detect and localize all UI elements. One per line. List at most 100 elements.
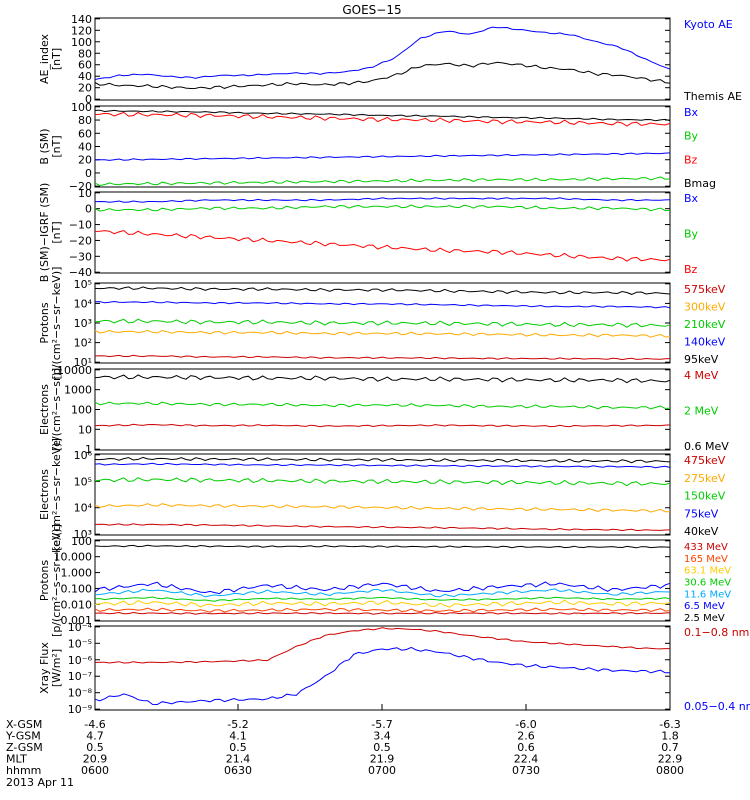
- legend-label: 0.05−0.4 nm: [684, 700, 750, 713]
- y-axis-label: [nT]: [50, 48, 63, 70]
- y-tick-label: 10⁻⁵: [68, 637, 92, 650]
- panel-5: 10000 1000 100 10 1 Electrons [e/(cm²−s−sr)] 4 …: [38, 364, 729, 456]
- y-tick-label: 10¹: [74, 356, 92, 369]
- series-line: [94, 581, 671, 595]
- series-line: [94, 423, 671, 428]
- y-tick-label: −20: [69, 234, 92, 247]
- series-line: [94, 329, 671, 338]
- plot-date: 2013 Apr 11: [6, 776, 74, 789]
- series-line: [94, 627, 670, 664]
- y-tick-label: 10²: [74, 337, 92, 350]
- y-axis-label: Electrons: [38, 384, 51, 435]
- y-tick-label: 140: [71, 13, 92, 26]
- x-row-label: X-GSM: [6, 718, 42, 731]
- series-line: [94, 596, 671, 602]
- x-row-value: 0700: [368, 764, 396, 777]
- legend-label: 210keV: [684, 318, 726, 331]
- y-tick-label: 60: [78, 59, 92, 72]
- panel-frame: [94, 105, 671, 188]
- y-tick-label: 10: [78, 187, 92, 200]
- legend-label: 165 MeV: [684, 554, 728, 565]
- y-tick-label: 0: [85, 167, 92, 180]
- y-tick-label: −20: [69, 180, 92, 193]
- legend-label: Bmag: [684, 177, 716, 190]
- y-tick-label: 10⁶: [74, 449, 93, 462]
- legend-label: Bx: [684, 192, 699, 205]
- legend-label: By: [684, 228, 699, 241]
- y-tick-label: 10⁻⁷: [68, 670, 92, 683]
- legend-label: Bz: [684, 263, 698, 276]
- series-line: [94, 646, 671, 706]
- legend-label: 75keV: [684, 507, 719, 520]
- panel-frame: [94, 191, 671, 274]
- x-row-label: MLT: [6, 753, 27, 766]
- x-row-value: 0.5: [86, 741, 104, 754]
- series-line: [94, 401, 671, 410]
- y-axis-label: [nT]: [50, 221, 63, 243]
- x-row-label: Z-GSM: [6, 741, 43, 754]
- legend-label: 4 MeV: [684, 369, 719, 382]
- legend-label: 140keV: [684, 336, 726, 349]
- panel-frame: [94, 17, 671, 101]
- x-row-value: -5.2: [227, 718, 248, 731]
- y-tick-label: 0.100: [61, 582, 93, 595]
- legend-label: 95keV: [684, 353, 719, 366]
- x-row-value: 0630: [224, 764, 252, 777]
- y-tick-label: 100: [71, 404, 92, 417]
- y-tick-label: −30: [69, 250, 92, 263]
- series-line: [94, 176, 671, 187]
- y-tick-label: 60: [78, 127, 92, 140]
- y-tick-label: 10⁴: [74, 297, 93, 310]
- x-row-label: hhmm: [6, 764, 41, 777]
- y-tick-label: −40: [69, 266, 92, 279]
- series-line: [94, 152, 671, 161]
- legend-label: 300keV: [684, 301, 726, 314]
- y-tick-label: 10³: [74, 317, 92, 330]
- y-tick-label: 0: [85, 93, 92, 106]
- legend-label: 40keV: [684, 525, 719, 538]
- series-line: [94, 374, 671, 384]
- y-tick-label: 0.010: [61, 598, 93, 611]
- x-row-value: 0600: [81, 764, 109, 777]
- legend-label: 6.5 MeV: [684, 601, 725, 612]
- x-row-value: 0800: [656, 764, 684, 777]
- legend-label: 0.6 MeV: [684, 440, 729, 453]
- series-line: [94, 354, 671, 361]
- series-line: [94, 588, 671, 598]
- series-line: [94, 477, 671, 487]
- series-line: [94, 229, 671, 262]
- series-line: [94, 503, 671, 513]
- y-tick-label: 20: [78, 154, 92, 167]
- x-row-value: 0730: [512, 764, 540, 777]
- x-row-value: 21.4: [226, 753, 251, 766]
- y-tick-label: 10⁻⁹: [68, 703, 92, 716]
- x-row-value: 1.8: [661, 730, 679, 743]
- y-tick-label: 1: [85, 443, 92, 456]
- y-axis-label: Xray Flux: [38, 642, 51, 694]
- y-axis-label: [nT]: [50, 135, 63, 157]
- series-line: [94, 109, 671, 122]
- legend-label: 2 MeV: [684, 405, 719, 418]
- y-axis-label: [p/(cm²−s−sr−keV)]: [50, 267, 63, 380]
- x-row-value: 4.1: [229, 730, 247, 743]
- y-tick-label: 100: [71, 36, 92, 49]
- y-tick-label: 10⁻⁴: [68, 621, 93, 634]
- y-tick-label: 0: [85, 203, 92, 216]
- y-tick-label: 10⁻⁸: [68, 687, 93, 700]
- y-tick-label: −10: [69, 219, 92, 232]
- legend-label: 150keV: [684, 490, 726, 503]
- x-row-value: 0.5: [373, 741, 391, 754]
- y-tick-label: 10.000: [54, 551, 93, 564]
- y-tick-label: 120: [71, 24, 92, 37]
- y-axis-label: [W/m²]: [50, 649, 63, 687]
- y-tick-label: 1000: [64, 384, 92, 397]
- series-line: [94, 286, 671, 295]
- y-axis-label: [p/(cm²−s−sr−keV)]: [50, 524, 63, 637]
- x-row-value: -5.7: [371, 718, 392, 731]
- x-row-value: 20.9: [83, 753, 108, 766]
- panel-frame: [94, 625, 671, 711]
- y-tick-label: 40: [78, 141, 92, 154]
- series-line: [94, 462, 671, 469]
- y-axis-label: B (SM): [38, 128, 51, 164]
